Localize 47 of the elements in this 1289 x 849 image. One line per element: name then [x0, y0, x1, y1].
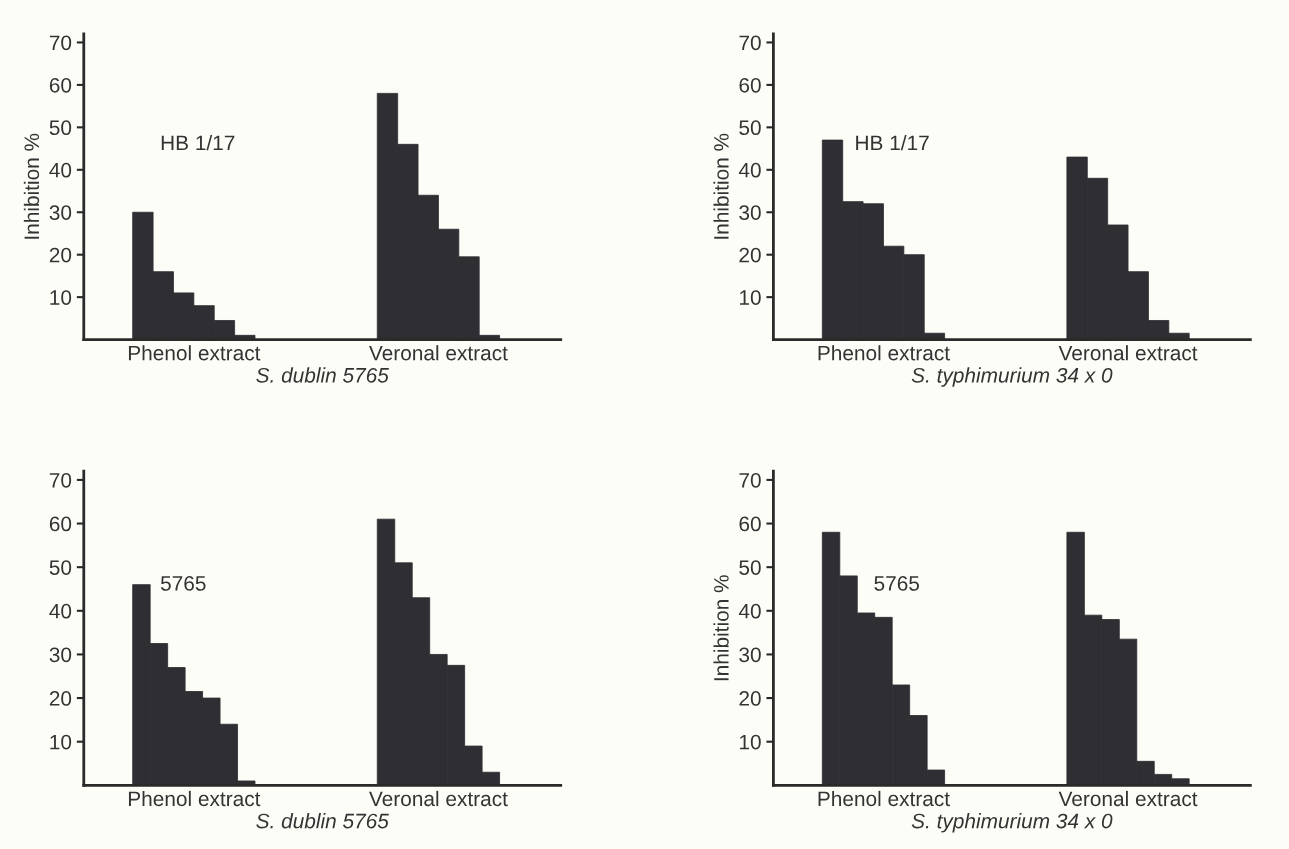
- y-tick-label: 30: [49, 647, 72, 663]
- y-tick-label: 40: [49, 162, 72, 178]
- y-tick-label: 70: [49, 35, 72, 51]
- y-tick-label: 60: [739, 77, 761, 93]
- annotation: HB 1/17: [161, 135, 235, 151]
- y-axis-title: Inhibition %: [713, 133, 729, 239]
- y-tick-label: 40: [49, 603, 72, 619]
- y-tick-label: 30: [739, 647, 761, 663]
- x-tick-label: Phenol extract: [128, 345, 261, 361]
- y-tick-label: 20: [739, 247, 761, 263]
- x-axis-title: S. typhimurium 34 x 0: [911, 367, 1113, 387]
- y-tick-label: 70: [739, 35, 761, 51]
- y-axis-title: Inhibition %: [23, 133, 40, 239]
- x-tick-label: Veronal extract: [1058, 790, 1198, 807]
- y-tick-label: 10: [740, 290, 761, 305]
- y-tick-label: 20: [49, 691, 72, 706]
- y-tick-label: 20: [739, 691, 761, 706]
- y-tick-label: 70: [739, 472, 761, 488]
- y-tick-label: 10: [740, 734, 761, 750]
- x-axis-title: S. dublin 5765: [256, 813, 389, 829]
- y-tick-label: 70: [49, 472, 72, 488]
- y-tick-label: 50: [739, 560, 761, 575]
- y-tick-label: 40: [738, 162, 761, 178]
- x-tick-label: Veronal extract: [1058, 345, 1198, 361]
- y-tick-label: 20: [49, 247, 72, 263]
- x-tick-label: Phenol extract: [818, 790, 950, 807]
- y-tick-label: 30: [739, 205, 761, 220]
- y-tick-label: 50: [49, 120, 72, 136]
- annotation: HB 1/17: [856, 135, 929, 151]
- x-tick-label: Phenol extract: [818, 345, 950, 361]
- y-tick-label: 60: [49, 77, 72, 93]
- x-tick-label: Veronal extract: [369, 345, 508, 361]
- y-tick-label: 30: [49, 205, 72, 220]
- x-tick-label: Veronal extract: [369, 790, 508, 807]
- y-tick-label: 60: [49, 516, 72, 532]
- y-tick-label: 50: [49, 560, 72, 575]
- y-tick-label: 50: [739, 120, 761, 136]
- y-tick-label: 10: [50, 290, 72, 305]
- y-axis-title: Inhibition %: [713, 575, 729, 681]
- annotation: 5765: [160, 576, 206, 591]
- annotation: 5765: [874, 576, 920, 591]
- y-tick-label: 10: [50, 734, 72, 750]
- x-axis-title: S. dublin 5765: [256, 367, 389, 383]
- y-tick-label: 60: [739, 516, 761, 532]
- x-tick-label: Phenol extract: [128, 790, 261, 807]
- y-tick-label: 40: [738, 603, 761, 619]
- x-axis-title: S. typhimurium 34 x 0: [911, 813, 1113, 833]
